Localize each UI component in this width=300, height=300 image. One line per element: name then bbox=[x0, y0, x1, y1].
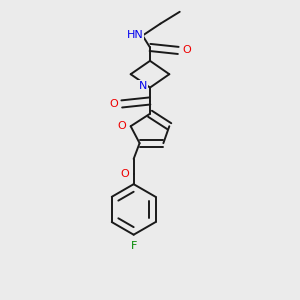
Text: O: O bbox=[120, 169, 129, 179]
Text: O: O bbox=[109, 99, 118, 109]
Text: O: O bbox=[117, 121, 126, 131]
Text: F: F bbox=[130, 241, 137, 251]
Text: HN: HN bbox=[127, 30, 143, 40]
Text: O: O bbox=[182, 45, 191, 56]
Text: N: N bbox=[138, 81, 147, 91]
